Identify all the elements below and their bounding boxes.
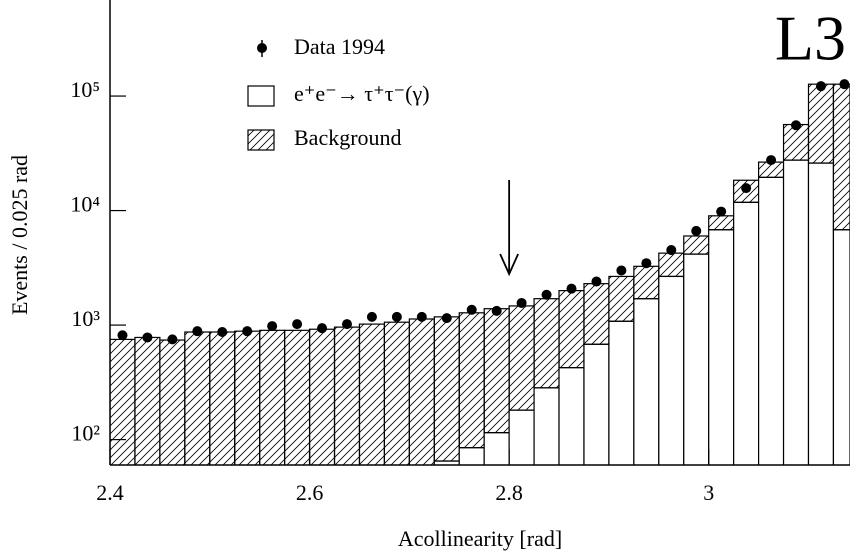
x-tick-label: 2.8 — [495, 480, 523, 505]
histogram-bar — [408, 318, 435, 465]
data-point — [616, 265, 627, 276]
data-point — [839, 79, 850, 90]
data-point — [366, 311, 377, 322]
data-point — [317, 323, 328, 334]
histogram-bar — [533, 387, 560, 465]
x-tick-label: 3 — [703, 480, 714, 505]
histogram-bar — [683, 235, 710, 255]
histogram-bar — [658, 252, 685, 278]
histogram-bar — [683, 253, 710, 465]
histogram-bar — [757, 176, 785, 465]
histogram-bar — [184, 331, 211, 465]
histogram-bar — [458, 312, 485, 449]
data-point — [815, 81, 826, 92]
data-point — [217, 327, 228, 338]
histogram-bar — [708, 215, 735, 231]
data-point — [766, 155, 777, 166]
histogram-bar — [782, 123, 810, 161]
data-point — [441, 313, 452, 324]
histogram-bar — [782, 159, 810, 465]
histogram-bar — [832, 229, 850, 465]
legend-label: Background — [294, 125, 402, 150]
histogram-bar — [583, 343, 610, 465]
histogram-bar — [159, 339, 186, 465]
histogram-bar — [807, 162, 835, 465]
data-point — [516, 297, 527, 308]
histogram-bar — [458, 447, 485, 465]
legend-marker — [257, 43, 267, 53]
data-point — [491, 305, 502, 316]
histogram-bar — [608, 320, 635, 465]
histogram-bar — [259, 329, 286, 465]
histogram-bar — [558, 290, 585, 369]
data-point — [641, 258, 652, 269]
y-tick-label: 10³ — [71, 306, 100, 331]
histogram-bar — [832, 83, 850, 231]
data-point — [242, 326, 253, 337]
histogram-bar — [658, 275, 685, 465]
data-point — [741, 183, 752, 194]
x-tick-label: 2.6 — [296, 480, 324, 505]
histogram-bar — [608, 275, 635, 322]
legend-swatch — [247, 129, 275, 151]
histogram-bar — [508, 305, 535, 411]
data-point — [416, 311, 427, 322]
x-axis-label: Acollinearity [rad] — [398, 526, 562, 551]
histogram-bar — [358, 323, 386, 465]
data-point — [591, 276, 602, 287]
plot-area — [110, 79, 850, 470]
data-point — [566, 283, 577, 294]
y-tick-label: 10⁵ — [70, 77, 100, 102]
data-point — [466, 304, 477, 315]
histogram-bar — [134, 336, 161, 465]
histogram-bar — [110, 338, 136, 465]
legend-label: e⁺e⁻→ τ⁺τ⁻(γ) — [294, 81, 430, 106]
data-point — [292, 319, 303, 330]
data-point — [192, 326, 203, 337]
histogram-bar — [633, 265, 660, 300]
data-point — [117, 330, 128, 341]
histogram-bar — [409, 469, 434, 470]
histogram-bar — [708, 229, 735, 465]
histogram-bar — [433, 316, 460, 462]
legend-swatch — [247, 85, 275, 107]
cut-arrow-head — [499, 253, 519, 277]
y-tick-label: 10² — [71, 421, 100, 446]
data-point — [267, 321, 278, 332]
y-tick-label: 10⁴ — [70, 192, 100, 217]
data-point — [716, 206, 727, 217]
data-point — [391, 311, 402, 322]
histogram-bar — [284, 329, 311, 465]
histogram-bar — [633, 298, 660, 465]
x-tick-label: 2.4 — [96, 480, 124, 505]
histogram-bar — [733, 201, 760, 465]
logo: L3 — [775, 3, 846, 74]
histogram-bar — [234, 330, 261, 465]
histogram-bar — [583, 283, 610, 345]
data-point — [341, 319, 352, 330]
histogram-bar — [533, 298, 560, 389]
data-point — [541, 289, 552, 300]
data-point — [666, 245, 677, 256]
histogram-bar — [508, 409, 535, 465]
histogram-bar — [483, 308, 510, 434]
histogram-bar — [308, 328, 336, 465]
data-point — [167, 334, 178, 345]
histogram-bar — [558, 367, 585, 465]
data-point — [691, 225, 702, 236]
data-point — [142, 332, 153, 343]
histogram-bar — [333, 326, 361, 465]
histogram-bar — [383, 321, 410, 465]
y-axis-label: Events / 0.025 rad — [7, 155, 32, 315]
histogram-bar — [209, 331, 236, 465]
data-point — [791, 120, 802, 131]
histogram-bar — [807, 83, 835, 164]
legend-label: Data 1994 — [294, 34, 385, 59]
